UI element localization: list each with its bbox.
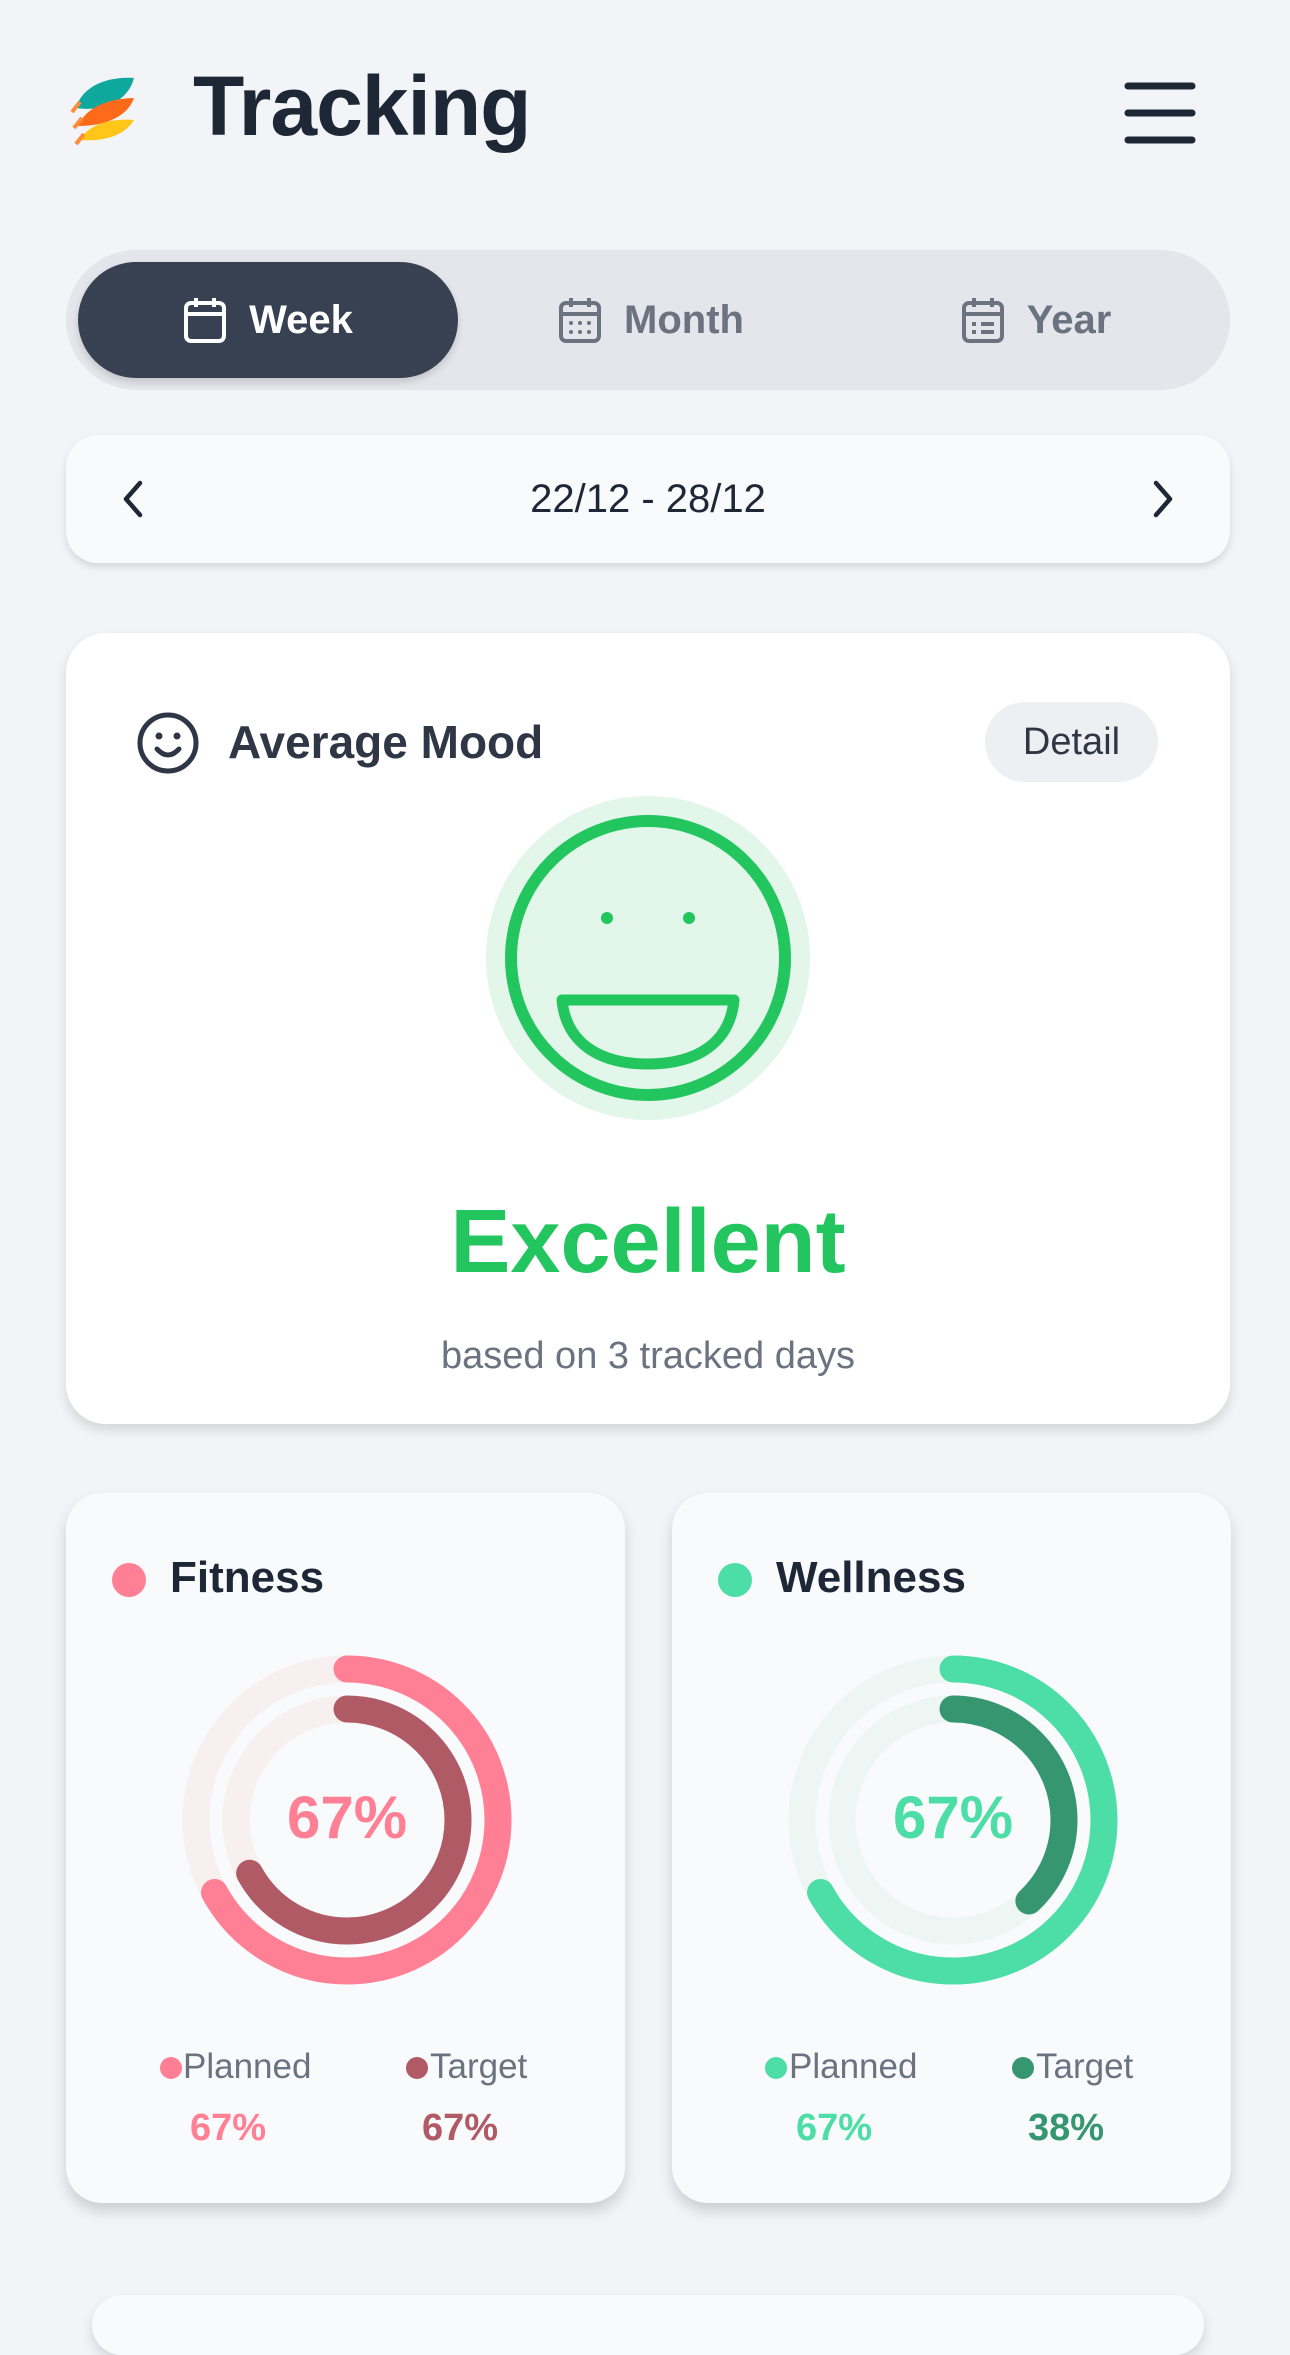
tab-month[interactable]: Month <box>466 262 836 378</box>
target-legend-dot <box>406 2057 428 2079</box>
target-arc <box>222 1695 472 1945</box>
planned-legend-dot <box>160 2057 182 2079</box>
planned-arc <box>182 1655 512 1985</box>
planned-legend-dot <box>765 2057 787 2079</box>
metric-card-wellness[interactable]: Wellness 67% Planned Target 67% 38% <box>672 1493 1231 2203</box>
tab-week[interactable]: Week <box>78 262 458 378</box>
chevron-left-icon[interactable] <box>118 479 148 519</box>
planned-arc <box>788 1655 1118 1985</box>
date-range: 22/12 - 28/12 <box>530 477 766 521</box>
tab-week-label: Week <box>249 297 353 342</box>
metric-card-fitness[interactable]: Fitness 67% Planned Target 67% 67% <box>66 1493 625 2203</box>
target-legend-label: Target <box>1036 2047 1134 2086</box>
metric-title: Fitness <box>170 1553 325 1602</box>
target-legend-label: Target <box>430 2047 528 2086</box>
metric-ring-chart: 67% <box>182 1655 512 1985</box>
metric-ring-chart: 67% <box>788 1655 1118 1985</box>
mood-value: Excellent <box>450 1192 846 1292</box>
calendar-icon <box>184 298 227 343</box>
planned-legend-label: Planned <box>183 2047 312 2086</box>
tab-year[interactable]: Year <box>846 262 1226 378</box>
metric-color-dot <box>112 1563 146 1597</box>
hamburger-icon[interactable] <box>1124 80 1196 146</box>
smiley-icon <box>137 712 199 774</box>
excellent-face-icon <box>486 796 810 1120</box>
tab-month-label: Month <box>624 297 744 342</box>
target-arc <box>828 1695 1078 1945</box>
period-tabs: Week Month Year <box>66 250 1230 390</box>
app-logo <box>70 77 134 146</box>
page-title: Tracking <box>193 59 531 153</box>
target-legend-dot <box>1012 2057 1034 2079</box>
ring-center-label: 67% <box>893 1784 1013 1851</box>
ring-center-label: 67% <box>287 1784 407 1851</box>
planned-legend-label: Planned <box>789 2047 918 2086</box>
date-navigator: 22/12 - 28/12 <box>66 435 1230 563</box>
calendar-grid-icon <box>559 298 602 343</box>
target-value: 38% <box>1027 2107 1105 2149</box>
target-value: 67% <box>421 2107 499 2149</box>
tab-year-label: Year <box>1026 297 1112 342</box>
planned-value: 67% <box>795 2107 873 2149</box>
detail-button[interactable]: Detail <box>985 702 1158 782</box>
calendar-list-icon <box>961 298 1004 343</box>
next-card <box>92 2295 1204 2355</box>
chevron-right-icon[interactable] <box>1148 479 1178 519</box>
mood-title: Average Mood <box>228 716 544 768</box>
metric-color-dot <box>718 1563 752 1597</box>
metric-title: Wellness <box>776 1553 966 1602</box>
mood-subtitle: based on 3 tracked days <box>440 1335 856 1377</box>
planned-value: 67% <box>189 2107 267 2149</box>
average-mood-card: Average Mood Detail Excellent based on 3… <box>66 633 1230 1424</box>
